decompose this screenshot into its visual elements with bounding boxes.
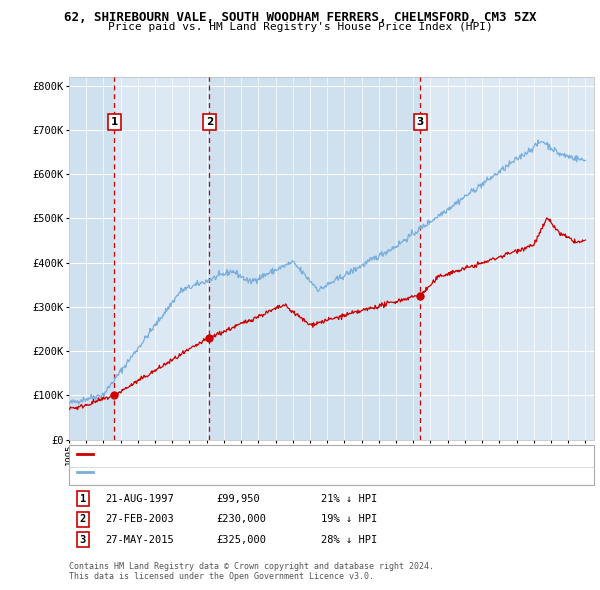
Text: HPI: Average price, detached house, Chelmsford: HPI: Average price, detached house, Chel… <box>95 467 359 477</box>
Text: 3: 3 <box>416 117 424 127</box>
Bar <box>421 77 594 440</box>
Text: 1: 1 <box>80 494 86 503</box>
Bar <box>115 77 209 440</box>
Text: £325,000: £325,000 <box>216 535 266 545</box>
Text: 2: 2 <box>80 514 86 524</box>
Text: This data is licensed under the Open Government Licence v3.0.: This data is licensed under the Open Gov… <box>69 572 374 581</box>
Text: 62, SHIREBOURN VALE, SOUTH WOODHAM FERRERS, CHELMSFORD, CM3 5ZX (detached: 62, SHIREBOURN VALE, SOUTH WOODHAM FERRE… <box>95 450 515 459</box>
Bar <box>209 77 421 440</box>
Text: 19% ↓ HPI: 19% ↓ HPI <box>321 514 377 524</box>
Text: 2: 2 <box>206 117 213 127</box>
Text: £99,950: £99,950 <box>216 494 260 503</box>
Text: £230,000: £230,000 <box>216 514 266 524</box>
Bar <box>69 77 115 440</box>
Text: 28% ↓ HPI: 28% ↓ HPI <box>321 535 377 545</box>
Text: 1: 1 <box>111 117 118 127</box>
Text: 21-AUG-1997: 21-AUG-1997 <box>105 494 174 503</box>
Text: Contains HM Land Registry data © Crown copyright and database right 2024.: Contains HM Land Registry data © Crown c… <box>69 562 434 571</box>
Text: 21% ↓ HPI: 21% ↓ HPI <box>321 494 377 503</box>
Text: 27-FEB-2003: 27-FEB-2003 <box>105 514 174 524</box>
Text: 27-MAY-2015: 27-MAY-2015 <box>105 535 174 545</box>
Text: Price paid vs. HM Land Registry's House Price Index (HPI): Price paid vs. HM Land Registry's House … <box>107 22 493 32</box>
Text: 3: 3 <box>80 535 86 545</box>
Text: 62, SHIREBOURN VALE, SOUTH WOODHAM FERRERS, CHELMSFORD, CM3 5ZX: 62, SHIREBOURN VALE, SOUTH WOODHAM FERRE… <box>64 11 536 24</box>
